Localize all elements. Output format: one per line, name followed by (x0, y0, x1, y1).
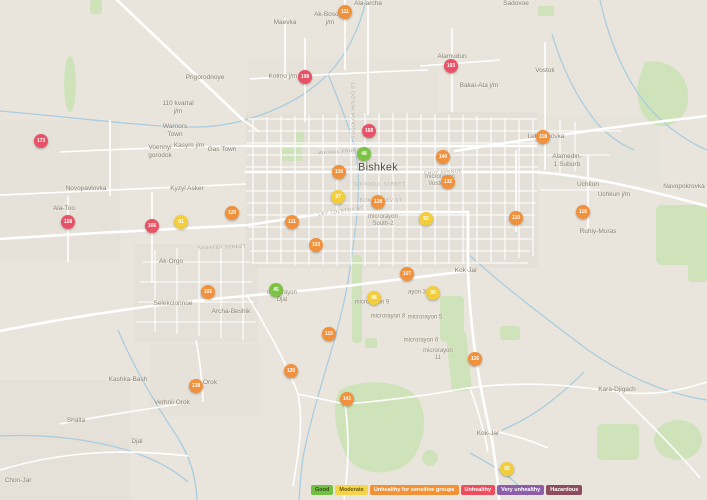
aqi-marker[interactable]: 111 (285, 215, 299, 229)
aqi-marker[interactable]: 115 (322, 327, 336, 341)
aqi-legend: Good Moderate Unhealthy for sensitive grou… (311, 485, 583, 495)
aqi-marker[interactable]: 138 (189, 379, 203, 393)
legend-item: Unhealthy (460, 485, 496, 495)
legend-item: Very unhealthy (497, 485, 545, 495)
aqi-marker[interactable]: 193 (444, 59, 458, 73)
aqi-marker[interactable]: 130 (332, 165, 346, 179)
aqi-marker[interactable]: 45 (269, 283, 283, 297)
aqi-marker[interactable]: 107 (400, 267, 414, 281)
aqi-marker[interactable]: 48 (357, 147, 371, 161)
aqi-marker[interactable]: 128 (371, 195, 385, 209)
aqi-marker[interactable]: 110 (509, 211, 523, 225)
aqi-marker[interactable]: 140 (436, 150, 450, 164)
legend-item: Moderate (335, 485, 368, 495)
aqi-marker[interactable]: 126 (468, 352, 482, 366)
aqi-marker[interactable]: 198 (298, 70, 312, 84)
aqi-marker[interactable]: 158 (61, 215, 75, 229)
aqi-marker[interactable]: 97 (331, 190, 345, 204)
aqi-marker[interactable]: 118 (536, 130, 550, 144)
aqi-marker[interactable]: 90 (426, 286, 440, 300)
aqi-marker[interactable]: 120 (284, 364, 298, 378)
minor-roads (136, 113, 622, 340)
aqi-marker[interactable]: 92 (419, 212, 433, 226)
urban-blocks (0, 58, 660, 500)
green-areas (64, 0, 707, 473)
aqi-marker[interactable]: 81 (174, 215, 188, 229)
aqi-marker[interactable]: 166 (145, 219, 159, 233)
legend-item: Unhealthy for sensitive groups (369, 485, 459, 495)
aqi-marker[interactable]: 168 (362, 124, 376, 138)
aqi-marker[interactable]: 141 (340, 392, 354, 406)
aqi-marker[interactable]: 116 (576, 205, 590, 219)
aqi-marker[interactable]: 173 (34, 134, 48, 148)
aqi-marker[interactable]: 111 (338, 5, 352, 19)
aqi-marker[interactable]: 102 (201, 285, 215, 299)
legend-item: Hazardous (546, 485, 583, 495)
aqi-marker[interactable]: 132 (441, 175, 455, 189)
legend-item: Good (311, 485, 334, 495)
aqi-marker[interactable]: 98 (367, 291, 381, 305)
aqi-marker[interactable]: 103 (309, 238, 323, 252)
aqi-marker[interactable]: 82 (500, 462, 514, 476)
aqi-marker[interactable]: 120 (225, 206, 239, 220)
